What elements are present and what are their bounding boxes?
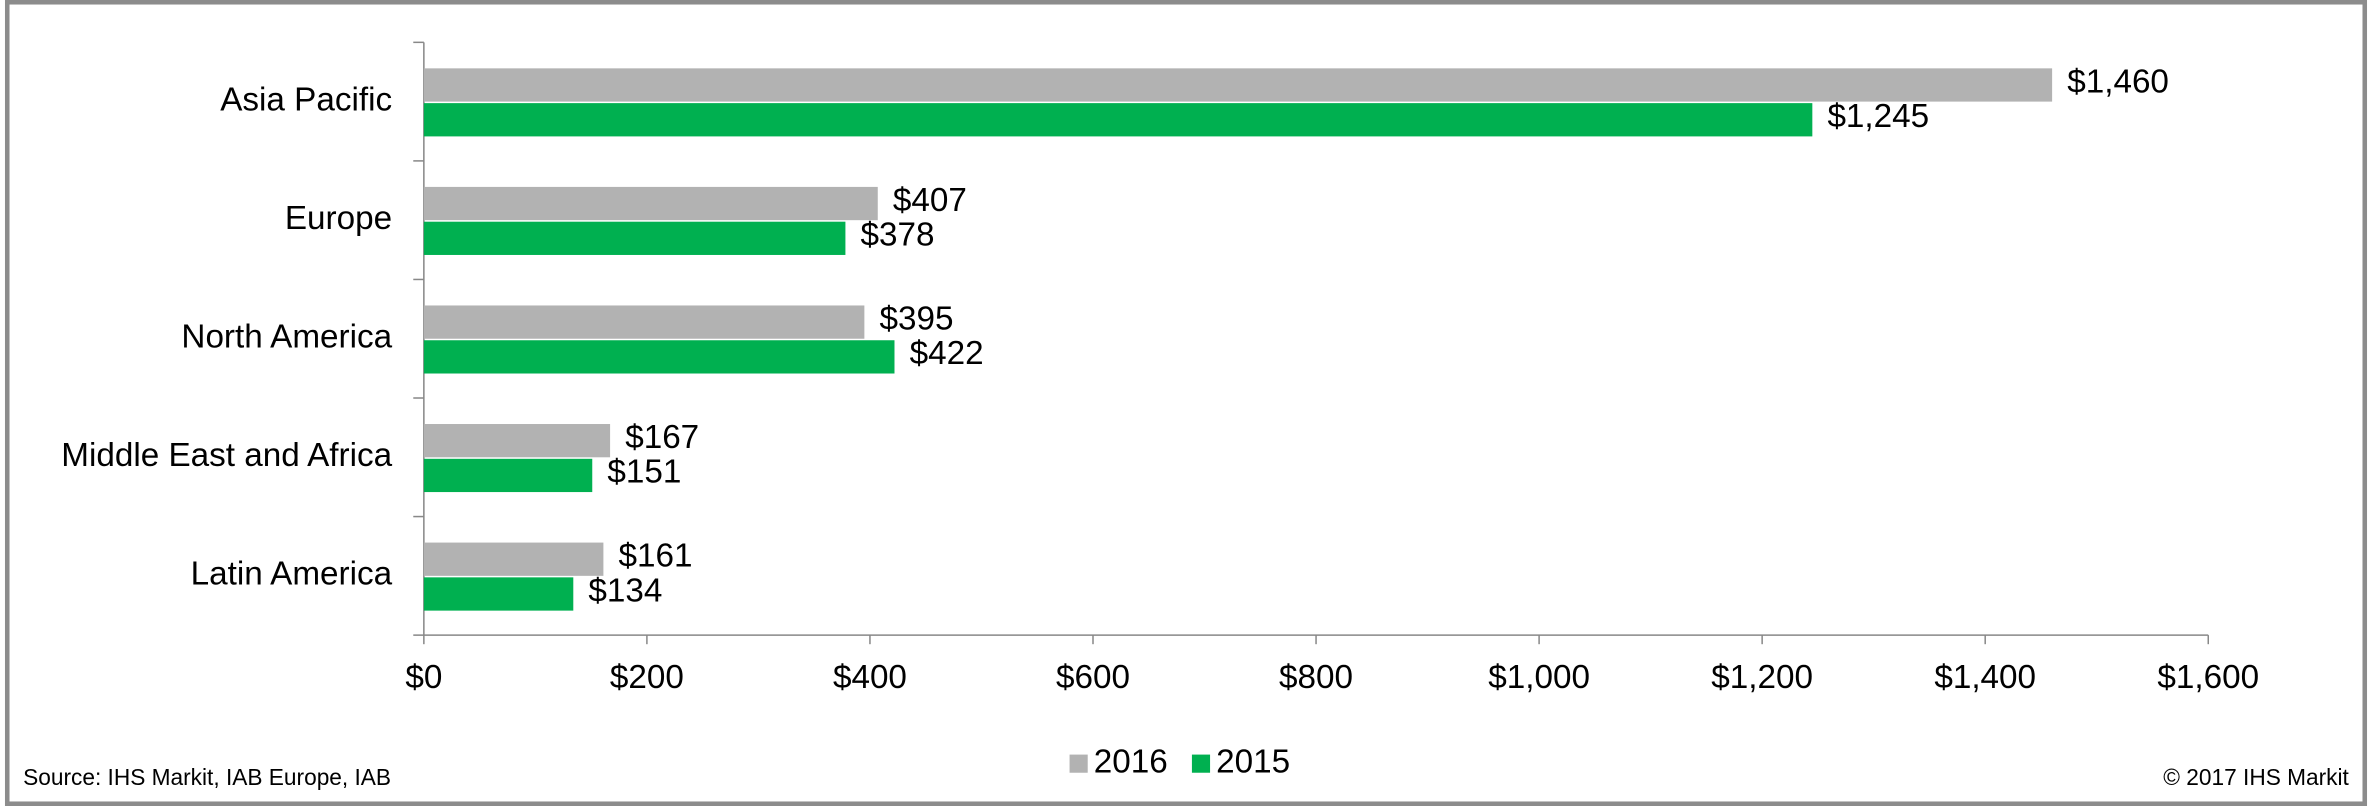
value-label: $1,460 [2067,63,2169,100]
copyright: © 2017 IHS Markit [2163,764,2349,790]
y-tick-label: Asia Pacific [220,81,392,118]
value-label: $395 [879,300,953,337]
bar [423,542,604,576]
value-label: $422 [910,335,984,372]
value-label: $378 [861,217,935,254]
x-tick-label: $1,400 [1934,659,2036,696]
legend-swatch [1069,754,1088,773]
bar [423,221,846,255]
y-tick-label: Europe [285,200,392,237]
legend-label: 2016 [1094,743,1168,780]
value-label: $407 [893,182,967,219]
x-tick-label: $1,200 [1711,659,1813,696]
y-tick-label: North America [181,319,392,356]
x-tick-label: $400 [833,659,907,696]
bar [423,340,895,374]
x-tick-label: $600 [1056,659,1130,696]
bar [423,305,865,339]
value-label: $167 [625,419,699,456]
x-tick-label: $200 [610,659,684,696]
value-label: $1,245 [1827,98,1929,135]
source-note: Source: IHS Markit, IAB Europe, IAB [23,764,391,790]
bar [423,103,1813,137]
legend-swatch [1191,754,1211,773]
y-tick-label: Latin America [191,556,393,593]
x-tick-label: $1,600 [2157,659,2259,696]
x-tick-label: $1,000 [1488,659,1590,696]
y-tick-label: Middle East and Africa [61,437,392,474]
bar [423,577,574,611]
bar [423,458,593,493]
bar [423,68,2053,102]
value-label: $134 [588,572,662,609]
x-tick-label: $800 [1279,659,1353,696]
value-label: $161 [619,537,693,574]
bar [423,186,878,221]
legend-label: 2015 [1216,743,1290,780]
x-tick-label: $0 [405,659,442,696]
bar [423,424,611,458]
value-label: $151 [607,454,681,491]
